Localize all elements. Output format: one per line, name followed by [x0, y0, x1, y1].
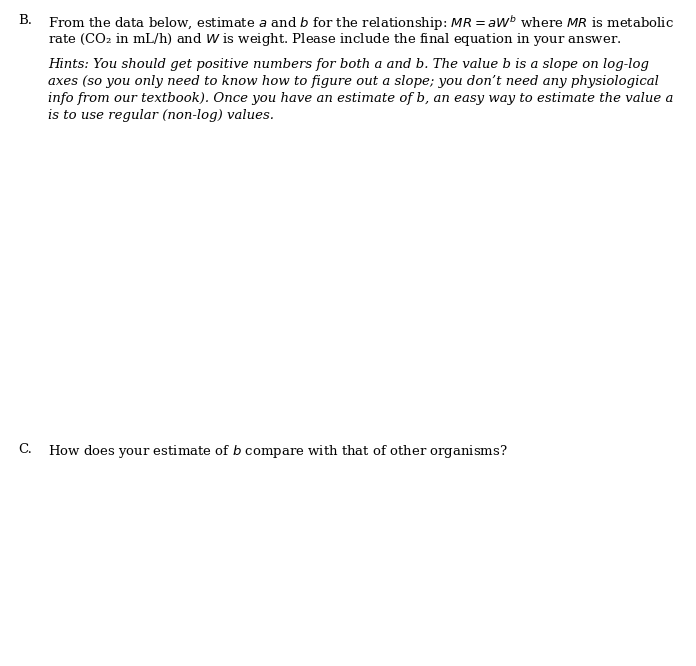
Text: is to use regular (non-log) values.: is to use regular (non-log) values. — [48, 109, 274, 122]
Text: How does your estimate of $b$ compare with that of other organisms?: How does your estimate of $b$ compare wi… — [48, 443, 508, 460]
Text: rate (CO₂ in mL/h) and $W$ is weight. Please include the final equation in your : rate (CO₂ in mL/h) and $W$ is weight. Pl… — [48, 31, 622, 48]
Text: axes (so you only need to know how to figure out a slope; you don’t need any phy: axes (so you only need to know how to fi… — [48, 75, 659, 88]
Text: Hints: You should get positive numbers for both a and b. The value b is a slope : Hints: You should get positive numbers f… — [48, 58, 649, 71]
Text: info from our textbook). Once you have an estimate of b, an easy way to estimate: info from our textbook). Once you have a… — [48, 92, 673, 105]
Text: From the data below, estimate $a$ and $b$ for the relationship: $MR = aW^b$ wher: From the data below, estimate $a$ and $b… — [48, 14, 674, 33]
Text: B.: B. — [18, 14, 32, 27]
Text: C.: C. — [18, 443, 32, 456]
